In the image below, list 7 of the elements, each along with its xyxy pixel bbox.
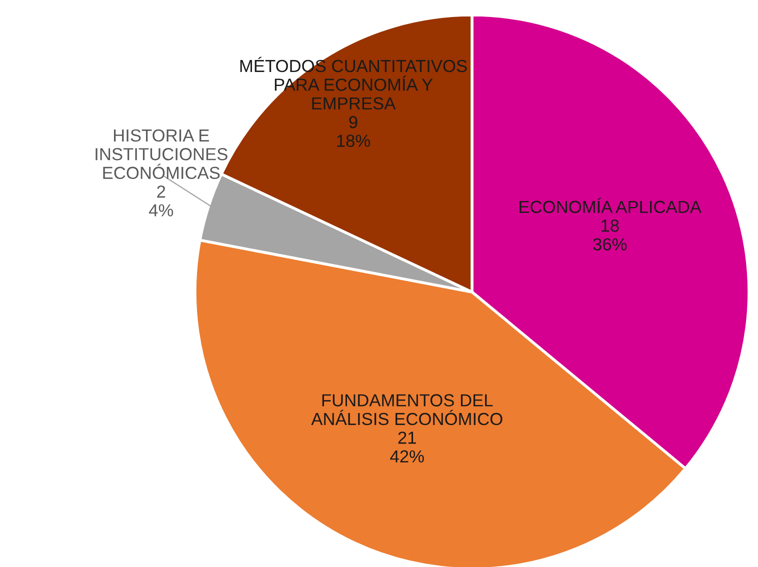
slice-label: HISTORIA E INSTITUCIONES ECONÓMICAS xyxy=(96,129,228,180)
slice-label: ECONOMÍA APLICADA xyxy=(520,198,702,214)
data-label: 9 18% xyxy=(337,116,370,147)
data-label: 21 42% xyxy=(390,432,424,462)
data-label: 2 4% xyxy=(148,185,174,216)
data-label: 18 36% xyxy=(593,220,627,250)
slice-label: FUNDAMENTOS DEL ANÁLISIS ECONÓMICO xyxy=(311,394,502,426)
